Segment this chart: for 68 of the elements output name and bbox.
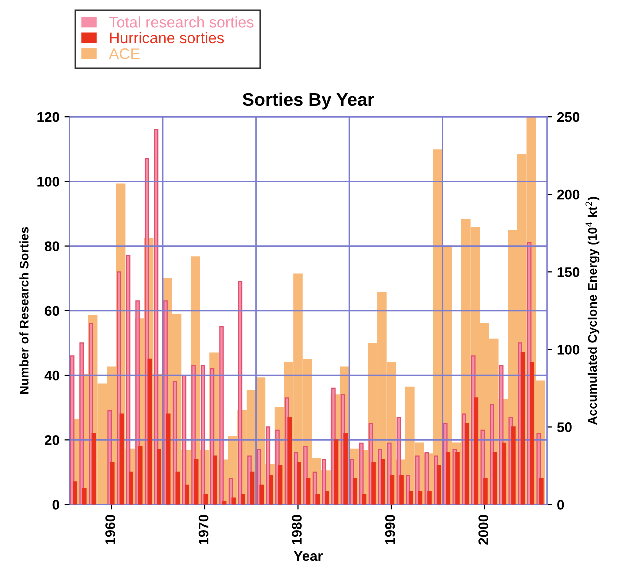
bar bbox=[464, 423, 470, 505]
y2-tick-label: 100 bbox=[558, 345, 580, 355]
bar bbox=[428, 491, 432, 505]
y-tick-label: 40 bbox=[44, 370, 60, 381]
bar bbox=[400, 475, 404, 505]
bar bbox=[297, 462, 302, 505]
bar bbox=[92, 433, 96, 505]
y2-tick-label: 250 bbox=[557, 112, 580, 122]
bar bbox=[512, 426, 516, 505]
x-tick-label: 1990 bbox=[385, 515, 396, 545]
bar bbox=[250, 472, 255, 505]
bar bbox=[502, 442, 507, 505]
bar bbox=[380, 458, 386, 505]
y2-axis-title: Accumulated Cyclone Energy (10$^{4}$ kt$^{2}$) bbox=[586, 197, 600, 426]
bar bbox=[129, 472, 134, 505]
y-axis-title: Number of Research Sorties bbox=[20, 227, 29, 394]
bar bbox=[241, 494, 246, 505]
legend-label: Total research sorties bbox=[109, 16, 254, 28]
bar bbox=[278, 465, 283, 505]
bar bbox=[540, 478, 544, 505]
bar bbox=[138, 446, 143, 505]
bar bbox=[110, 462, 115, 505]
bar bbox=[306, 478, 311, 505]
bar bbox=[166, 414, 171, 505]
legend-label: Hurricane sorties bbox=[110, 32, 224, 44]
bar bbox=[232, 498, 236, 505]
bar bbox=[436, 465, 442, 505]
y2-tick-label: 50 bbox=[557, 422, 572, 432]
y-tick-label: 120 bbox=[38, 112, 60, 122]
bar bbox=[484, 478, 488, 505]
bar bbox=[185, 484, 190, 505]
legend-label: ACE bbox=[109, 48, 140, 60]
bar bbox=[73, 482, 78, 505]
bar bbox=[344, 433, 348, 505]
y2-tick-label: 0 bbox=[558, 500, 564, 510]
bar bbox=[157, 449, 162, 505]
bar bbox=[362, 494, 367, 505]
y-tick-label: 100 bbox=[38, 177, 60, 187]
bar bbox=[82, 488, 87, 505]
x-tick-label: 1970 bbox=[198, 515, 209, 545]
y-tick-label: 80 bbox=[44, 242, 60, 252]
bar bbox=[372, 462, 376, 505]
y-tick-label: 20 bbox=[45, 435, 60, 446]
bar bbox=[213, 456, 218, 505]
bar bbox=[324, 491, 330, 505]
x-axis-title: Year bbox=[294, 551, 323, 562]
bar bbox=[192, 365, 196, 505]
bar bbox=[474, 398, 479, 505]
bar bbox=[204, 494, 208, 505]
bar bbox=[520, 352, 526, 505]
x-tick-label: 2000 bbox=[478, 515, 489, 545]
bar bbox=[316, 494, 320, 505]
bar bbox=[418, 491, 423, 505]
bar bbox=[408, 491, 414, 505]
bar bbox=[492, 452, 498, 505]
y-tick-label: 0 bbox=[52, 500, 60, 510]
bar bbox=[176, 472, 180, 505]
bar bbox=[352, 478, 358, 505]
bar bbox=[269, 475, 274, 505]
x-tick-label: 1960 bbox=[106, 515, 116, 545]
bar bbox=[260, 484, 264, 505]
x-tick-label: 1980 bbox=[292, 515, 302, 545]
y2-tick-label: 200 bbox=[557, 190, 580, 200]
y-tick-label: 60 bbox=[45, 306, 60, 316]
y2-tick-label: 150 bbox=[558, 267, 580, 278]
bar bbox=[288, 416, 292, 505]
chart-title: Sorties By Year bbox=[242, 92, 374, 110]
bar bbox=[222, 500, 227, 505]
